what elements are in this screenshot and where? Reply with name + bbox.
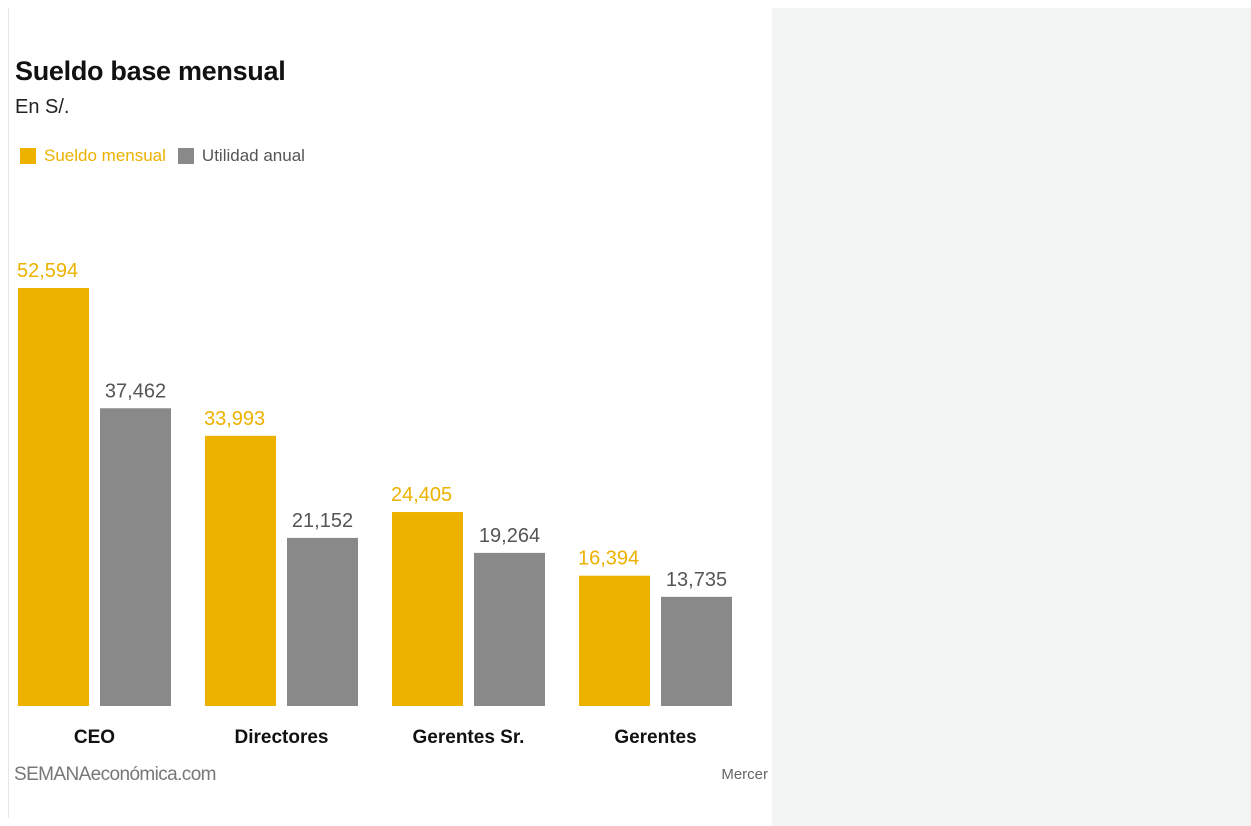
legend: Sueldo mensual Utilidad anual [20, 146, 317, 166]
data-label-utilidad-0: 37,462 [105, 380, 166, 402]
bar-utilidad-1 [287, 537, 358, 706]
bar-sueldo-1 [205, 435, 276, 706]
legend-label-utilidad: Utilidad anual [201, 146, 305, 165]
data-label-sueldo-1: 33,993 [204, 408, 265, 430]
bar-sueldo-0 [18, 288, 89, 706]
bar-chart: 52,594 37,462 CEO 33,993 21,152 Directores 24,… [17, 260, 732, 748]
side-panel [772, 8, 1251, 826]
source-label: Mercer [721, 766, 768, 783]
data-label-sueldo-3: 16,394 [578, 548, 639, 570]
category-label-1: Directores [235, 727, 329, 748]
bar-utilidad-2 [474, 552, 545, 706]
legend-item-utilidad: Utilidad anual [177, 146, 305, 166]
brand-logo-text: SEMANAeconómica.com [14, 764, 217, 785]
data-label-utilidad-3: 13,735 [666, 569, 727, 591]
bar-utilidad-3 [661, 596, 732, 706]
legend-item-sueldo: Sueldo mensual [20, 146, 166, 166]
bar-utilidad-0 [100, 408, 171, 706]
left-border [8, 8, 9, 818]
category-label-2: Gerentes Sr. [413, 727, 525, 748]
chart-card: Sueldo base mensual En S/. Sueldo mensua… [9, 8, 772, 818]
data-label-utilidad-1: 21,152 [292, 510, 353, 532]
category-label-0: CEO [74, 727, 115, 748]
legend-label-sueldo: Sueldo mensual [44, 146, 166, 165]
chart-title: Sueldo base mensual [15, 56, 286, 86]
bar-sueldo-3 [579, 575, 650, 706]
data-label-sueldo-2: 24,405 [391, 484, 452, 506]
category-label-3: Gerentes [614, 727, 696, 748]
bar-sueldo-2 [392, 512, 463, 706]
legend-swatch-sueldo [20, 148, 36, 164]
chart-subtitle: En S/. [15, 96, 70, 118]
legend-swatch-utilidad [177, 148, 194, 164]
data-label-sueldo-0: 52,594 [17, 260, 78, 282]
data-label-utilidad-2: 19,264 [479, 525, 540, 547]
